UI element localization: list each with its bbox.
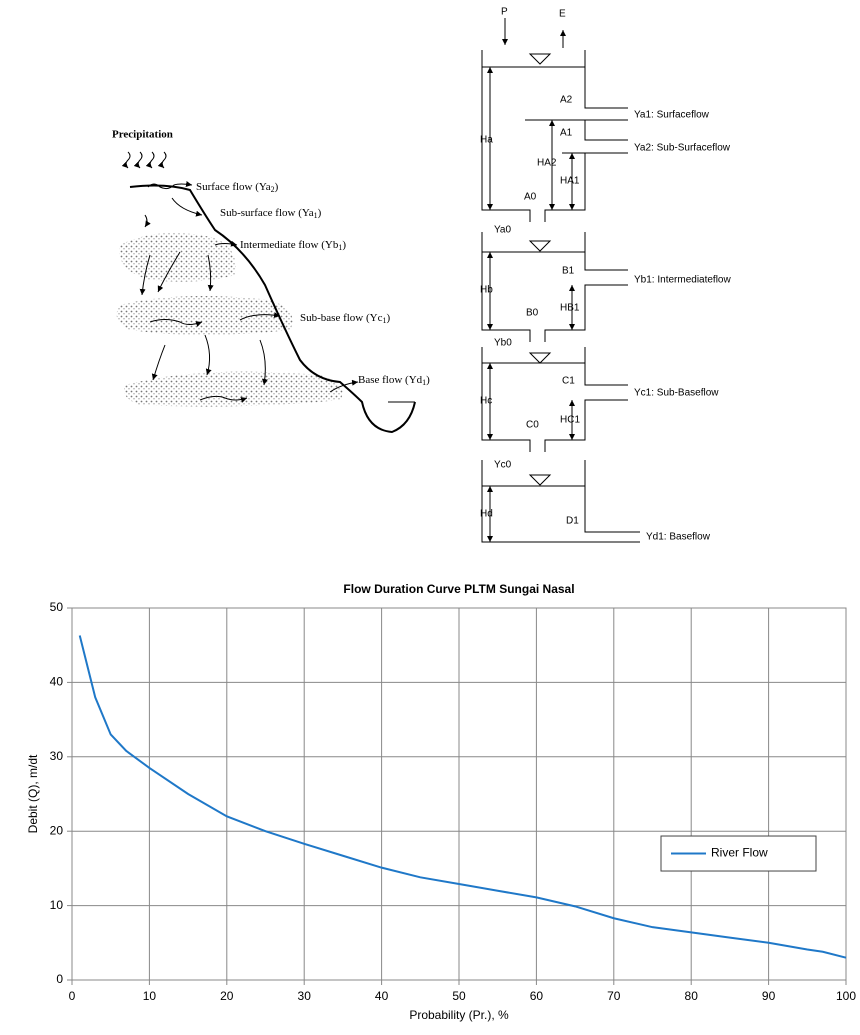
label: Ya0	[494, 225, 511, 236]
label: Yb0	[494, 338, 512, 349]
label: D1	[566, 516, 579, 527]
label-text: )	[426, 374, 430, 386]
label: HA2	[537, 158, 557, 169]
label: HB1	[560, 303, 580, 314]
stipple	[119, 233, 235, 282]
x-tick-label: 100	[836, 989, 856, 1003]
data-line	[80, 636, 846, 958]
x-tick-label: 80	[685, 989, 699, 1003]
y-tick-label: 30	[50, 749, 64, 763]
label: Precipitation	[112, 129, 173, 141]
y-tick-label: 0	[56, 972, 63, 986]
hydrology-sketch: Precipitation Surface flow (Ya2) Sub-sur…	[112, 129, 430, 432]
label: HA1	[560, 176, 580, 187]
y-tick-label: 50	[50, 600, 64, 614]
stipple	[117, 296, 293, 335]
y-tick-label: 20	[50, 823, 64, 837]
legend-label: River Flow	[711, 846, 768, 860]
label: Sub-base flow (Yc1)	[300, 312, 390, 325]
label-text: )	[342, 239, 346, 251]
label-text: Surface flow (Ya	[196, 181, 271, 193]
x-tick-label: 0	[69, 989, 76, 1003]
label: Ya1: Surfaceflow	[634, 110, 710, 121]
x-tick-label: 90	[762, 989, 776, 1003]
label: P	[501, 7, 508, 18]
page: {"diagram": { "sketch": {"precipitation"…	[0, 0, 860, 1035]
y-tick-label: 10	[50, 898, 64, 912]
label-text: )	[318, 207, 322, 219]
figure: Precipitation Surface flow (Ya2) Sub-sur…	[0, 0, 860, 1035]
stipple	[124, 372, 343, 407]
label: C1	[562, 376, 575, 387]
label-text: )	[386, 312, 390, 324]
label: A0	[524, 192, 537, 203]
tank-model: P E A2 A1 A0 Ha HA2 HA1 Ya1: Surfaceflow…	[480, 7, 731, 543]
label: Sub-surface flow (Ya1)	[220, 207, 322, 220]
label: HC1	[560, 415, 580, 426]
label: Yc1: Sub-Baseflow	[634, 388, 719, 399]
label-text: )	[275, 181, 279, 193]
x-tick-label: 70	[607, 989, 621, 1003]
y-tick-label: 40	[50, 675, 64, 689]
label: Hc	[480, 396, 492, 407]
label: Hb	[480, 285, 493, 296]
label: Ha	[480, 135, 493, 146]
label: Base flow (Yd1)	[358, 374, 430, 387]
label: E	[559, 9, 566, 20]
label: Yc0	[494, 460, 512, 471]
label: Ya2: Sub-Surfaceflow	[634, 143, 731, 154]
label: B0	[526, 308, 539, 319]
label: C0	[526, 420, 539, 431]
label-text: Intermediate flow (Yb	[240, 239, 339, 251]
label: Surface flow (Ya2)	[196, 181, 279, 194]
label: Yb1: Intermediateflow	[634, 275, 731, 286]
x-tick-label: 50	[452, 989, 466, 1003]
x-tick-label: 60	[530, 989, 544, 1003]
x-axis-label: Probability (Pr.), %	[409, 1008, 509, 1022]
line-chart: Flow Duration Curve PLTM Sungai Nasal Pr…	[26, 582, 856, 1022]
x-tick-label: 10	[143, 989, 157, 1003]
label-text: Sub-surface flow (Ya	[220, 207, 314, 219]
x-tick-label: 30	[298, 989, 312, 1003]
chart-title: Flow Duration Curve PLTM Sungai Nasal	[343, 582, 574, 596]
label: A2	[560, 95, 573, 106]
label: Hd	[480, 509, 493, 520]
label-text: Sub-base flow (Yc	[300, 312, 383, 324]
label: Intermediate flow (Yb1)	[240, 239, 346, 252]
label: B1	[562, 266, 575, 277]
label: Yd1: Baseflow	[646, 532, 711, 543]
x-tick-label: 40	[375, 989, 389, 1003]
label: A1	[560, 128, 573, 139]
y-axis-label: Debit (Q), m/dt	[26, 754, 40, 833]
label-text: Base flow (Yd	[358, 374, 423, 386]
x-tick-label: 20	[220, 989, 234, 1003]
